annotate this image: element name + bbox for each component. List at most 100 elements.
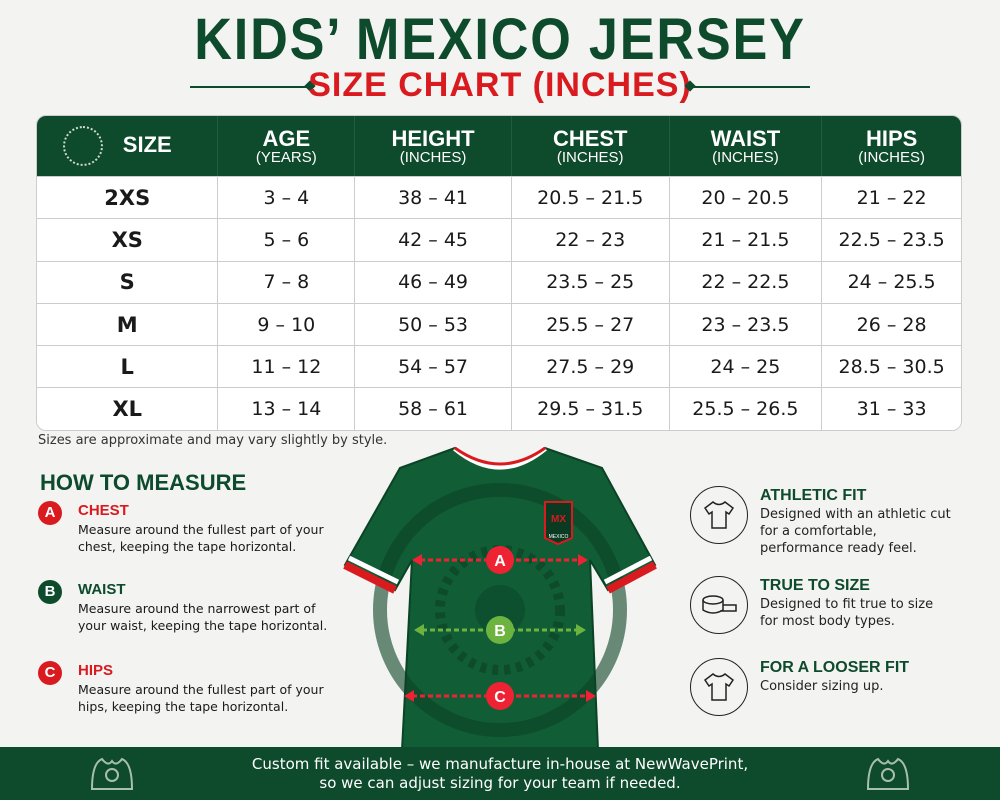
table-cell: 26 – 28 xyxy=(822,302,961,346)
size-cell: XS xyxy=(37,218,219,261)
badge-b: B xyxy=(38,580,62,604)
table-cell: 54 – 57 xyxy=(355,345,512,388)
how-to-measure-title: HOW TO MEASURE xyxy=(40,470,247,495)
banner-line-1: Custom fit available – we manufacture in… xyxy=(251,755,749,773)
page-subtitle: SIZE CHART (INCHES) xyxy=(308,66,692,104)
column-header: WAIST (INCHES) xyxy=(669,116,823,176)
footer-banner: Custom fit available – we manufacture in… xyxy=(0,747,1000,800)
header-unit: (INCHES) xyxy=(712,148,779,166)
badge-a: A xyxy=(38,501,62,525)
table-cell: 27.5 – 29 xyxy=(511,345,670,388)
measure-item-waist: B WAIST Measure around the narrowest par… xyxy=(38,580,338,634)
table-cell: 22 – 23 xyxy=(511,218,670,261)
crest-label: MEXICO xyxy=(549,534,569,540)
measure-desc: Measure around the narrowest part of you… xyxy=(78,601,328,633)
measure-desc: Measure around the fullest part of your … xyxy=(78,522,324,554)
size-cell: L xyxy=(37,345,219,388)
column-header: AGE (YEARS) xyxy=(218,116,356,176)
size-cell: 2XS xyxy=(37,176,219,219)
table-cell: 58 – 61 xyxy=(355,387,512,430)
table-row: L 11 – 12 54 – 57 27.5 – 29 24 – 25 28.5 – 30… xyxy=(37,345,961,388)
table-cell: 11 – 12 xyxy=(218,345,356,388)
table-row: XS 5 – 6 42 – 45 22 – 23 21 – 21.5 22.5 – 23.… xyxy=(37,218,961,261)
table-cell: 23 – 23.5 xyxy=(669,302,823,346)
divider-left xyxy=(190,86,310,88)
left-sleeve-cuff xyxy=(343,561,397,594)
table-cell: 28.5 – 30.5 xyxy=(822,345,961,388)
header-label: HIPS xyxy=(865,125,918,151)
marker-a: A xyxy=(494,553,506,570)
table-cell: 42 – 45 xyxy=(355,218,512,261)
table-cell: 22.5 – 23.5 xyxy=(822,218,961,261)
ornament-left-icon xyxy=(90,757,134,790)
header-label: CHEST xyxy=(552,125,628,151)
table-cell: 50 – 53 xyxy=(355,302,512,346)
size-cell: XL xyxy=(37,387,219,430)
fit-athletic: ATHLETIC FIT Designed with an athletic c… xyxy=(690,486,990,557)
table-row: 2XS 3 – 4 38 – 41 20.5 – 21.5 20 – 20.5 21 – … xyxy=(37,176,961,219)
page-title: KIDS’ MEXICO JERSEY xyxy=(194,7,806,72)
fit-desc: Consider sizing up. xyxy=(760,679,884,694)
table-cell: 21 – 22 xyxy=(822,176,961,219)
marker-c: C xyxy=(494,689,506,706)
crest: MX MEXICO xyxy=(544,501,573,546)
divider-right xyxy=(690,86,810,88)
aztec-calendar-pattern xyxy=(373,483,627,737)
jersey-illustration: MX MEXICO A B C xyxy=(343,445,657,750)
badge-c: C xyxy=(38,661,62,685)
fit-title: FOR A LOOSER FIT xyxy=(760,659,910,676)
chest-measure-line: A xyxy=(412,546,588,574)
table-body: 2XS 3 – 4 38 – 41 20.5 – 21.5 20 – 20.5 21 – … xyxy=(37,176,961,430)
measure-title: HIPS xyxy=(78,662,114,679)
waist-measure-line: B xyxy=(414,616,586,644)
header-unit: (INCHES) xyxy=(556,148,624,166)
fit-desc: Designed to fit true to size for most bo… xyxy=(760,597,934,629)
table-row: XL 13 – 14 58 – 61 29.5 – 31.5 25.5 – 26.5 31… xyxy=(37,387,961,430)
size-chart-table: SIZE AGE (YEARS) HEIGHT (INCHES) CHEST (INCHES… xyxy=(36,115,962,431)
header-unit: (INCHES) xyxy=(399,148,467,166)
table-cell: 29.5 – 31.5 xyxy=(511,387,670,430)
right-sleeve-cuff xyxy=(606,561,657,594)
fit-title: ATHLETIC FIT xyxy=(760,487,867,504)
header-label: SIZE xyxy=(122,131,172,157)
table-cell: 21 – 21.5 xyxy=(669,218,823,261)
column-header: SIZE xyxy=(37,116,219,176)
hips-measure-line: C xyxy=(404,682,596,710)
table-cell: 31 – 33 xyxy=(822,387,961,430)
table-cell: 3 – 4 xyxy=(218,176,356,219)
column-header: HEIGHT (INCHES) xyxy=(355,116,512,176)
size-cell: M xyxy=(37,302,219,346)
measure-item-hips: C HIPS Measure around the fullest part o… xyxy=(38,661,338,715)
ornament-right-icon xyxy=(866,757,910,790)
table-cell: 23.5 – 25 xyxy=(511,260,670,303)
header-label: WAIST xyxy=(710,125,781,151)
table-cell: 46 – 49 xyxy=(355,260,512,303)
fit-true-to-size: TRUE TO SIZE Designed to fit true to siz… xyxy=(690,576,990,634)
aztec-emblem-icon xyxy=(62,126,103,166)
measure-item-chest: A CHEST Measure around the fullest part … xyxy=(38,501,338,555)
fit-looser: FOR A LOOSER FIT Consider sizing up. xyxy=(690,658,990,716)
measure-desc: Measure around the fullest part of your … xyxy=(78,682,324,714)
header-unit: (INCHES) xyxy=(858,148,925,166)
crest-text: MX xyxy=(551,514,566,525)
table-cell: 24 – 25 xyxy=(669,345,823,388)
banner-line-2: so we can adjust sizing for your team if… xyxy=(319,774,681,792)
table-cell: 25.5 – 26.5 xyxy=(669,387,823,430)
header-unit: (YEARS) xyxy=(255,148,317,166)
table-cell: 7 – 8 xyxy=(218,260,356,303)
measuring-tape-icon xyxy=(690,576,748,634)
tshirt-icon xyxy=(690,486,748,544)
size-cell: S xyxy=(37,260,219,303)
fit-desc: Designed with an athletic cut for a comf… xyxy=(760,507,951,556)
marker-b: B xyxy=(494,623,506,640)
column-header: CHEST (INCHES) xyxy=(511,116,670,176)
fit-title: TRUE TO SIZE xyxy=(760,577,870,594)
column-header: HIPS (INCHES) xyxy=(822,116,961,176)
table-cell: 24 – 25.5 xyxy=(822,260,961,303)
table-header-row: SIZE AGE (YEARS) HEIGHT (INCHES) CHEST (INCHES… xyxy=(37,116,961,176)
size-note: Sizes are approximate and may vary sligh… xyxy=(38,433,388,448)
table-cell: 22 – 22.5 xyxy=(669,260,823,303)
tshirt-icon xyxy=(690,658,748,716)
